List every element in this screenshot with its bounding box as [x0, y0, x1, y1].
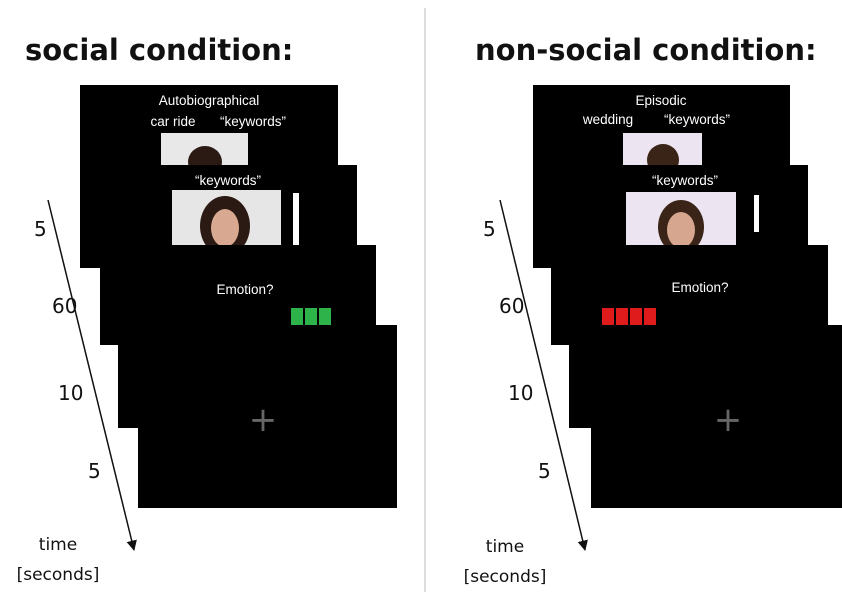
face — [211, 209, 239, 247]
screen-text: Autobiographical — [159, 93, 260, 108]
screen-text: wedding — [582, 112, 633, 127]
fixation-cross: + — [249, 400, 278, 440]
social-panel: social condition: Autobiographical car r… — [17, 33, 397, 585]
duration: 5 — [88, 459, 101, 483]
rating-square — [602, 308, 614, 325]
rating-square — [291, 308, 303, 325]
axis-label: [seconds] — [464, 567, 547, 587]
non-social-panel: non-social condition: Episodic wedding “… — [464, 33, 842, 587]
panel-title: social condition: — [25, 33, 293, 67]
screen-text: “keywords” — [664, 112, 730, 127]
rating-square — [644, 308, 656, 325]
screen-text: “keywords” — [220, 114, 286, 129]
screen-text: “keywords” — [652, 173, 718, 188]
figure: social condition: Autobiographical car r… — [0, 0, 842, 592]
duration: 5 — [538, 459, 551, 483]
duration: 5 — [34, 217, 47, 241]
bar — [293, 193, 299, 245]
rating-square — [305, 308, 317, 325]
page: social condition: Autobiographical car r… — [0, 0, 842, 592]
rating-square — [616, 308, 628, 325]
screen-text: car ride — [150, 114, 195, 129]
duration: 10 — [58, 381, 83, 405]
duration: 60 — [499, 294, 524, 318]
rating-square — [319, 308, 331, 325]
rating-square — [630, 308, 642, 325]
fixation-cross: + — [714, 400, 743, 440]
axis-label: time — [39, 535, 77, 555]
screen-text: “keywords” — [195, 173, 261, 188]
bar — [754, 195, 759, 232]
panel-title: non-social condition: — [475, 33, 817, 67]
screen-text: Episodic — [635, 93, 686, 108]
screen-text: Emotion? — [671, 280, 728, 295]
duration: 10 — [508, 381, 533, 405]
face — [667, 212, 695, 248]
axis-label: time — [486, 537, 524, 557]
screen-text: Emotion? — [216, 282, 273, 297]
duration: 5 — [483, 217, 496, 241]
duration: 60 — [52, 294, 77, 318]
axis-label: [seconds] — [17, 565, 100, 585]
